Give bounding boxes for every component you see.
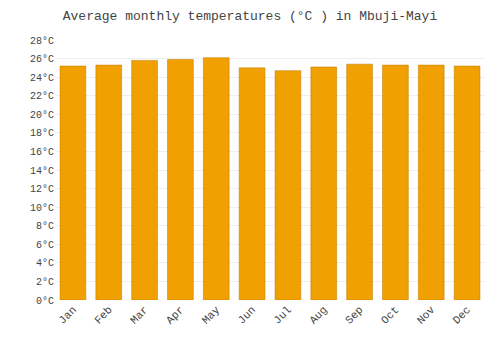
svg-text:May: May bbox=[200, 304, 223, 327]
svg-text:14°C: 14°C bbox=[30, 166, 54, 177]
svg-text:8°C: 8°C bbox=[36, 221, 54, 232]
svg-text:0°C: 0°C bbox=[36, 296, 54, 307]
svg-text:Jul: Jul bbox=[271, 304, 293, 326]
svg-text:Apr: Apr bbox=[164, 304, 186, 326]
svg-text:4°C: 4°C bbox=[36, 258, 54, 269]
svg-text:Sep: Sep bbox=[343, 304, 365, 326]
svg-text:18°C: 18°C bbox=[30, 128, 54, 139]
svg-text:Oct: Oct bbox=[379, 304, 401, 326]
svg-text:Jan: Jan bbox=[56, 304, 78, 326]
svg-text:22°C: 22°C bbox=[30, 91, 54, 102]
svg-text:Aug: Aug bbox=[307, 304, 329, 326]
svg-text:28°C: 28°C bbox=[30, 36, 54, 47]
svg-text:20°C: 20°C bbox=[30, 110, 54, 121]
svg-text:Nov: Nov bbox=[415, 304, 438, 327]
svg-text:16°C: 16°C bbox=[30, 147, 54, 158]
svg-text:Feb: Feb bbox=[92, 304, 114, 326]
svg-text:24°C: 24°C bbox=[30, 73, 54, 84]
svg-text:Dec: Dec bbox=[451, 304, 473, 326]
svg-text:12°C: 12°C bbox=[30, 184, 54, 195]
svg-text:2°C: 2°C bbox=[36, 277, 54, 288]
svg-text:Jun: Jun bbox=[236, 304, 258, 326]
svg-text:6°C: 6°C bbox=[36, 240, 54, 251]
svg-text:26°C: 26°C bbox=[30, 54, 54, 65]
svg-text:10°C: 10°C bbox=[30, 203, 54, 214]
svg-text:Mar: Mar bbox=[128, 304, 150, 326]
svg-text:Average monthly temperatures (: Average monthly temperatures (°C ) in Mb… bbox=[63, 9, 438, 24]
